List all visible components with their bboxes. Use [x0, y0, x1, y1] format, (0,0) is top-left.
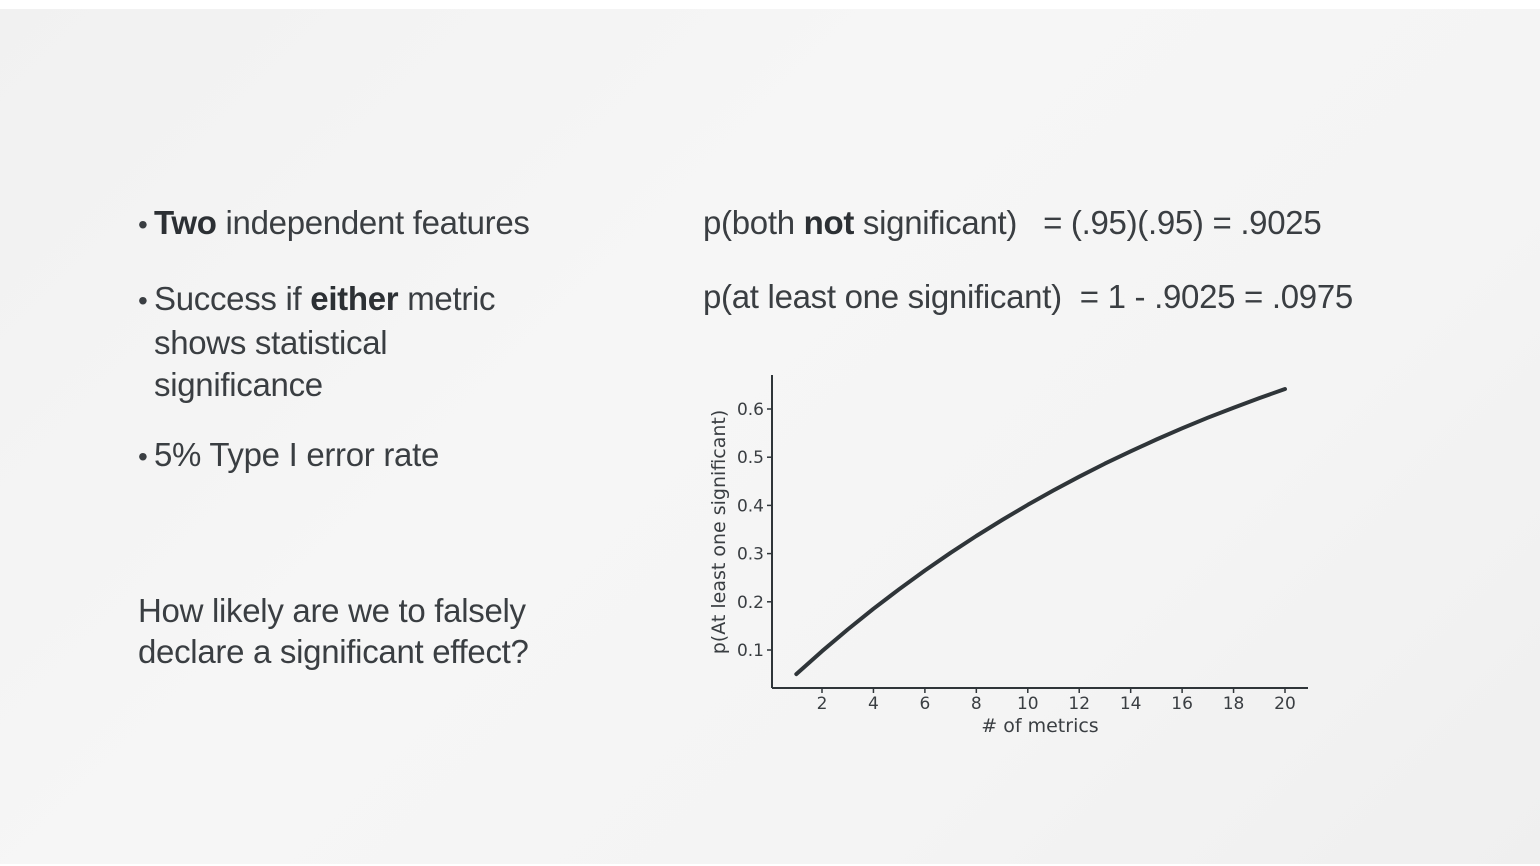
y-axis-label: p(At least one significant) — [708, 410, 730, 655]
x-tick-label: 8 — [971, 694, 982, 714]
y-tick-label: 0.1 — [737, 641, 764, 661]
bullet-dot: • — [138, 441, 148, 472]
x-tick-label: 10 — [1017, 694, 1039, 714]
formula-bold-text: not — [803, 204, 855, 241]
bullet-text: independent features — [216, 204, 530, 241]
bullet-text-line2: shows statistical — [154, 324, 388, 361]
bullet-success-either: • Success if either metric shows statisti… — [138, 278, 496, 406]
x-tick-label: 18 — [1223, 694, 1245, 714]
formula-text: p(at least one significant) — [703, 278, 1062, 315]
formula-text: p(both — [703, 204, 804, 241]
bullet-bold-text: either — [310, 280, 399, 317]
question-text: How likely are we to falsely declare a s… — [138, 590, 529, 672]
y-tick-label: 0.3 — [737, 545, 764, 565]
y-tick-label: 0.6 — [737, 400, 764, 420]
bullet-dot: • — [138, 209, 148, 240]
x-axis-label: # of metrics — [981, 715, 1098, 737]
bullet-two-features: • Two independent features — [138, 204, 530, 242]
question-line1: How likely are we to falsely — [138, 592, 526, 629]
x-tick-label: 4 — [868, 694, 879, 714]
series-line — [794, 387, 1287, 677]
x-tick-label: 20 — [1274, 694, 1296, 714]
bullet-text: metric — [398, 280, 496, 317]
formula-result: = (.95)(.95) = .9025 — [1043, 204, 1322, 241]
bullet-dot: • — [138, 285, 148, 316]
slide-background — [0, 9, 1540, 864]
bullet-error-rate: • 5% Type I error rate — [138, 436, 439, 474]
y-tick-label: 0.4 — [737, 496, 764, 516]
y-tick-label: 0.2 — [737, 593, 764, 613]
x-tick-label: 14 — [1120, 694, 1142, 714]
bullet-text: 5% Type I error rate — [154, 436, 440, 473]
formula-text: significant) — [854, 204, 1018, 241]
question-line2: declare a significant effect? — [138, 633, 529, 670]
y-tick-label: 0.5 — [737, 448, 764, 468]
x-tick-label: 2 — [817, 694, 828, 714]
formula-both-not: p(both not significant) = (.95)(.95) = .9… — [703, 204, 1322, 242]
bullet-text: Success if — [154, 280, 311, 317]
bullet-bold-text: Two — [154, 204, 217, 241]
x-tick-label: 16 — [1171, 694, 1193, 714]
x-tick-label: 6 — [919, 694, 930, 714]
bullet-text-line3: significance — [154, 366, 323, 403]
formula-at-least-one: p(at least one significant) = 1 - .9025 =… — [703, 278, 1353, 316]
x-tick-label: 12 — [1068, 694, 1090, 714]
formula-result: = 1 - .9025 = .0975 — [1079, 278, 1354, 315]
